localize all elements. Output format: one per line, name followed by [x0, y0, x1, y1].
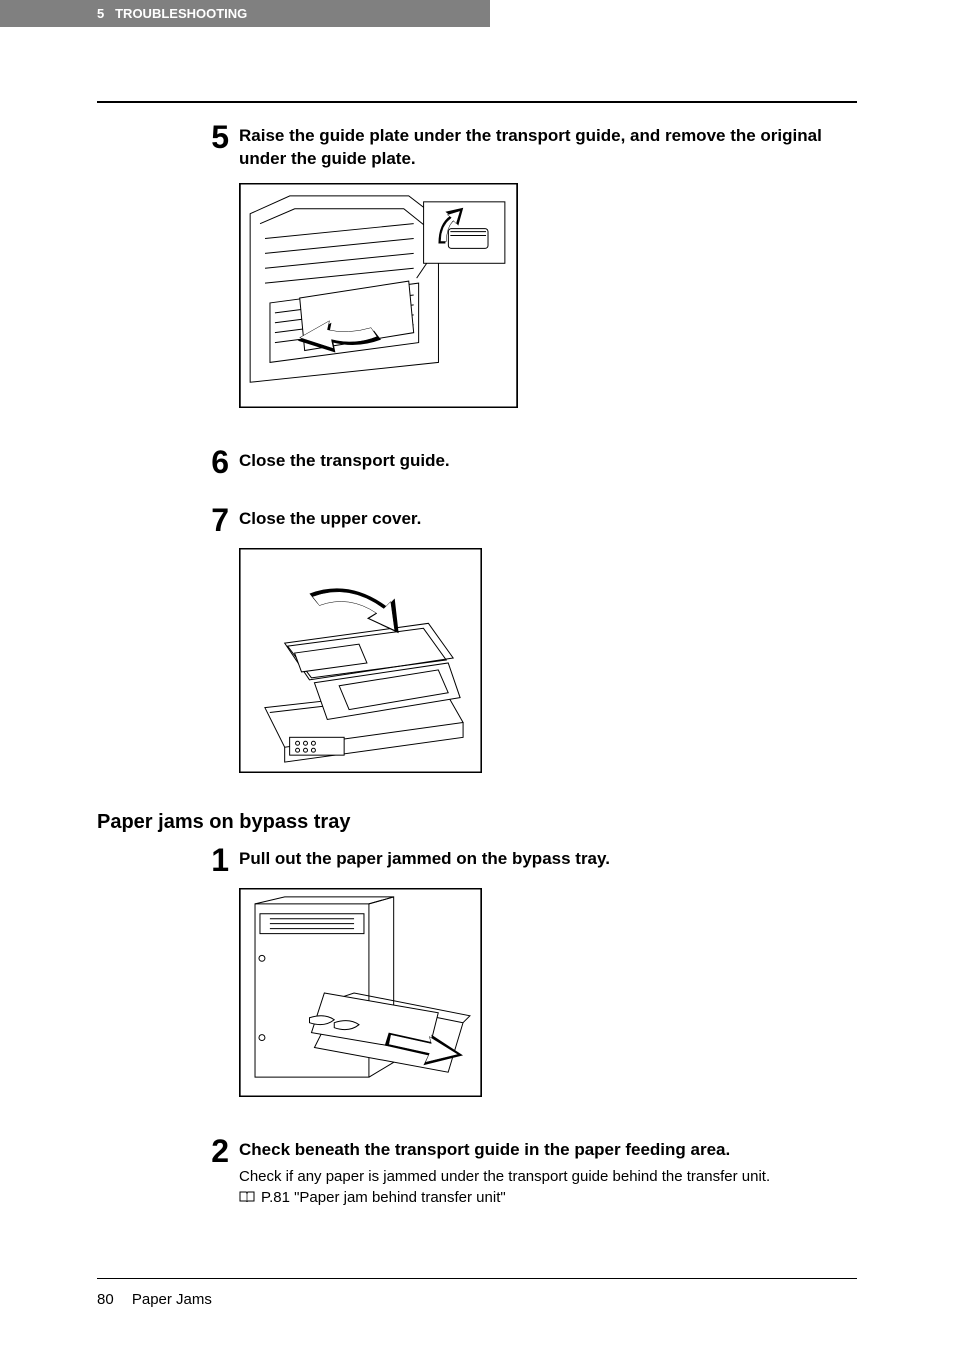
figure-step-7	[239, 548, 857, 773]
printer-guide-plate-illustration	[239, 183, 518, 408]
chapter-header: 5 TROUBLESHOOTING	[0, 0, 490, 27]
step-number: 5	[201, 121, 229, 153]
step-number: 7	[201, 504, 229, 536]
step-number: 2	[201, 1135, 229, 1167]
step-text: Check beneath the transport guide in the…	[239, 1135, 770, 1162]
chapter-number: 5	[97, 6, 104, 21]
printer-close-cover-illustration	[239, 548, 482, 773]
step-7: 7 Close the upper cover.	[201, 504, 857, 536]
step-6: 6 Close the transport guide.	[201, 446, 857, 478]
step-b-2: 2 Check beneath the transport guide in t…	[201, 1135, 857, 1206]
page-number: 80	[97, 1291, 114, 1308]
reference-text: P.81 "Paper jam behind transfer unit"	[261, 1189, 506, 1206]
page-content: 5 Raise the guide plate under the transp…	[0, 101, 954, 1206]
figure-step-5	[239, 183, 857, 408]
bypass-tray-illustration	[239, 888, 482, 1097]
page-footer: 80 Paper Jams	[97, 1278, 857, 1308]
section-divider	[97, 101, 857, 103]
figure-step-b-1	[239, 888, 857, 1097]
step-5: 5 Raise the guide plate under the transp…	[201, 121, 857, 171]
step-text: Close the upper cover.	[239, 504, 421, 531]
step-text: Pull out the paper jammed on the bypass …	[239, 844, 610, 871]
step-b-1: 1 Pull out the paper jammed on the bypas…	[201, 844, 857, 876]
cross-reference: P.81 "Paper jam behind transfer unit"	[239, 1189, 770, 1206]
step-number: 1	[201, 844, 229, 876]
step-number: 6	[201, 446, 229, 478]
step-text: Close the transport guide.	[239, 446, 450, 473]
chapter-label: TROUBLESHOOTING	[115, 6, 247, 21]
footer-title: Paper Jams	[132, 1291, 212, 1308]
step-subtext: Check if any paper is jammed under the t…	[239, 1166, 770, 1187]
subsection-title: Paper jams on bypass tray	[97, 811, 857, 834]
step-text: Raise the guide plate under the transpor…	[239, 121, 857, 171]
book-icon	[239, 1191, 255, 1203]
